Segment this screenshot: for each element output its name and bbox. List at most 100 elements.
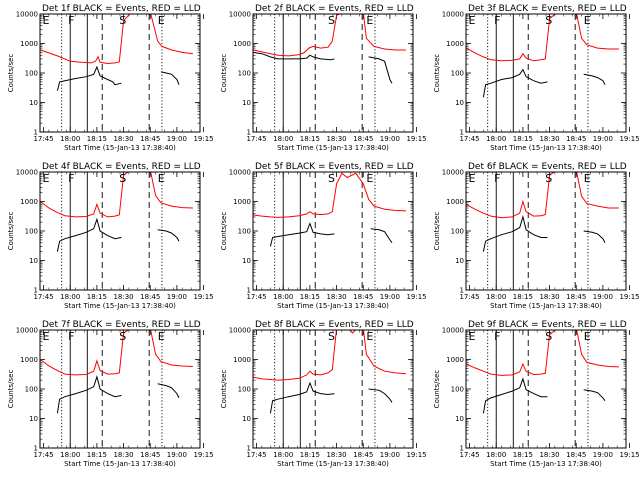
- y-tick-label: 100: [451, 386, 464, 394]
- plot-frame: [252, 329, 414, 449]
- x-tick-label: 19:15: [619, 451, 639, 459]
- x-tick-label: 19:00: [167, 451, 187, 459]
- x-tick-label: 19:15: [193, 293, 213, 301]
- y-tick-label: 10000: [229, 11, 251, 19]
- x-tick-label: 18:45: [566, 293, 586, 301]
- x-tick-label: 18:15: [300, 135, 320, 143]
- y-axis-label: Counts/sec: [433, 212, 441, 251]
- series-black-events: [253, 51, 393, 84]
- x-tick-label: 18:00: [60, 451, 80, 459]
- y-tick-label: 10000: [442, 169, 464, 177]
- x-tick-label: 17:45: [246, 135, 266, 143]
- x-tick-label: 18:15: [513, 451, 533, 459]
- x-axis-label: Start Time (15-Jan-13 17:38:40): [64, 144, 176, 152]
- series-black-events: [269, 222, 393, 247]
- phase-marker: E: [158, 330, 165, 343]
- phase-marker: F: [494, 172, 500, 185]
- phase-marker: E: [468, 330, 475, 343]
- y-tick-label: 1: [34, 129, 38, 137]
- x-tick-label: 17:45: [33, 135, 53, 143]
- series-red-lld: [466, 330, 619, 376]
- panel-title: Det 4f BLACK = Events, RED = LLD: [42, 162, 201, 172]
- y-tick-label: 1: [460, 287, 464, 295]
- x-tick-label: 18:30: [326, 293, 346, 301]
- panel-title: Det 7f BLACK = Events, RED = LLD: [42, 320, 201, 330]
- panel-det-5: Det 5f BLACK = Events, RED = LLD 1 10 100 10…: [220, 162, 427, 310]
- y-tick-label: 10: [29, 257, 38, 265]
- y-tick-label: 100: [451, 70, 464, 78]
- panel-det-1: Det 1f BLACK = Events, RED = LLD 1 10 100 10…: [7, 4, 214, 152]
- plot-frame: [39, 171, 201, 291]
- phase-marker: E: [366, 172, 373, 185]
- x-tick-label: 18:45: [566, 451, 586, 459]
- x-tick-label: 18:30: [113, 451, 133, 459]
- y-tick-label: 1: [460, 445, 464, 453]
- phase-marker: F: [68, 14, 74, 27]
- panel-det-6: Det 6f BLACK = Events, RED = LLD 1 10 100 10…: [433, 162, 640, 310]
- y-tick-label: 1000: [20, 40, 38, 48]
- x-tick-label: 17:45: [459, 135, 479, 143]
- x-axis-label: Start Time (15-Jan-13 17:38:40): [64, 302, 176, 310]
- series-red-lld: [253, 330, 406, 381]
- phase-marker: F: [68, 172, 74, 185]
- x-tick-label: 18:00: [486, 293, 506, 301]
- phase-marker: E: [42, 14, 49, 27]
- y-tick-label: 1000: [20, 198, 38, 206]
- x-tick-label: 19:00: [593, 451, 613, 459]
- y-tick-label: 10: [242, 415, 251, 423]
- series-black-events: [482, 377, 606, 414]
- x-tick-label: 18:15: [300, 451, 320, 459]
- x-tick-label: 18:15: [87, 451, 107, 459]
- x-tick-label: 17:45: [33, 293, 53, 301]
- series-black-events: [56, 375, 180, 414]
- x-tick-label: 18:15: [513, 135, 533, 143]
- phase-marker: S: [119, 14, 126, 27]
- x-tick-label: 17:45: [459, 293, 479, 301]
- phase-marker: E: [42, 172, 49, 185]
- y-tick-label: 1: [247, 129, 251, 137]
- series-black-events: [56, 217, 180, 252]
- panel-det-8: Det 8f BLACK = Events, RED = LLD 1 10 100 10…: [220, 320, 427, 468]
- y-tick-label: 10000: [16, 169, 38, 177]
- y-tick-label: 10: [29, 415, 38, 423]
- x-axis-label: Start Time (15-Jan-13 17:38:40): [277, 460, 389, 468]
- y-axis-label: Counts/sec: [433, 370, 441, 409]
- x-tick-label: 18:45: [140, 135, 160, 143]
- series-black-events: [56, 65, 180, 91]
- y-tick-label: 1: [34, 287, 38, 295]
- y-tick-label: 10000: [442, 327, 464, 335]
- x-tick-label: 18:30: [539, 451, 559, 459]
- x-tick-label: 18:30: [113, 293, 133, 301]
- x-tick-label: 17:45: [33, 451, 53, 459]
- x-tick-label: 18:00: [273, 135, 293, 143]
- x-tick-label: 19:00: [380, 293, 400, 301]
- plot-frame: [39, 329, 201, 449]
- phase-marker: E: [584, 330, 591, 343]
- y-tick-label: 100: [238, 70, 251, 78]
- phase-marker: E: [366, 330, 373, 343]
- y-tick-label: 1000: [446, 356, 464, 364]
- x-tick-label: 18:00: [60, 293, 80, 301]
- phase-marker: E: [158, 172, 165, 185]
- plot-frame: [39, 13, 201, 133]
- y-tick-label: 100: [25, 70, 38, 78]
- y-tick-label: 1: [34, 445, 38, 453]
- x-tick-label: 18:30: [539, 135, 559, 143]
- x-tick-label: 19:00: [167, 135, 187, 143]
- phase-marker: S: [119, 330, 126, 343]
- plot-frame: [465, 13, 627, 133]
- x-tick-label: 18:00: [60, 135, 80, 143]
- x-tick-label: 18:30: [539, 293, 559, 301]
- x-tick-label: 17:45: [459, 451, 479, 459]
- y-tick-label: 10: [455, 415, 464, 423]
- y-tick-label: 1000: [446, 40, 464, 48]
- y-tick-label: 10000: [16, 327, 38, 335]
- series-red-lld: [466, 172, 619, 219]
- phase-marker: F: [494, 14, 500, 27]
- y-tick-label: 10000: [16, 11, 38, 19]
- phase-marker: E: [468, 14, 475, 27]
- phase-marker: S: [328, 330, 335, 343]
- y-axis-label: Counts/sec: [220, 212, 228, 251]
- x-tick-label: 19:15: [619, 135, 639, 143]
